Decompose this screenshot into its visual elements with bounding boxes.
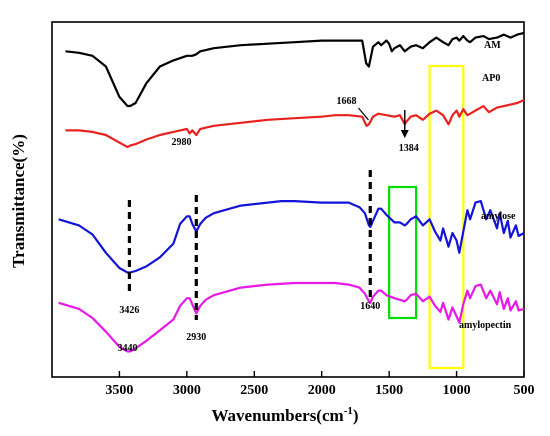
x-axis-title-close: ) xyxy=(353,406,359,425)
peak-label: 3440 xyxy=(118,343,138,354)
highlight-boxes xyxy=(388,64,465,370)
plot-frame xyxy=(51,21,525,378)
x-axis-title-sup: -1 xyxy=(344,405,353,417)
annotation-arrowhead xyxy=(400,130,409,138)
series-lines xyxy=(58,31,525,353)
x-tick-label: 2500 xyxy=(240,383,268,398)
peak-label: 1668 xyxy=(336,96,356,107)
series-label-amylose: amylose xyxy=(481,211,516,222)
series-label-am: AM xyxy=(484,40,501,51)
x-tick-label: 1000 xyxy=(443,383,471,398)
x-tick-labels: 3500 3000 2500 2000 1500 1000 500 xyxy=(105,371,535,398)
peak-annotations: 1668 1384 2980 3426 2930 1640 3440 xyxy=(118,96,419,354)
y-axis-title: Transmittance(%) xyxy=(9,134,28,268)
series-label-amylopectin: amylopectin xyxy=(459,320,512,331)
series-label-ap0: AP0 xyxy=(482,73,500,84)
series-line-ap0 xyxy=(65,98,525,149)
peak-label: 1640 xyxy=(360,301,380,312)
series-line-amylose xyxy=(58,200,525,274)
dashed-markers xyxy=(127,170,372,320)
x-tick-label: 500 xyxy=(514,383,535,398)
series-line-am xyxy=(65,31,525,108)
annotation-arrow xyxy=(358,107,369,121)
series-labels: AM AP0 amylose amylopectin xyxy=(459,40,516,331)
peak-label: 2980 xyxy=(172,137,192,148)
x-tick-label: 3500 xyxy=(105,383,133,398)
x-tick-label: 2000 xyxy=(308,383,336,398)
peak-label: 3426 xyxy=(119,305,139,316)
highlight-box xyxy=(388,185,418,320)
peak-label: 1384 xyxy=(399,143,419,154)
x-axis-title: Wavenumbers(cm-1) xyxy=(211,405,358,425)
x-tick-label: 1500 xyxy=(375,383,403,398)
plot-border xyxy=(51,21,525,378)
series-line-amylopectin xyxy=(58,281,525,353)
x-tick-label: 3000 xyxy=(173,383,201,398)
x-axis-title-main: Wavenumbers(cm xyxy=(211,406,343,425)
peak-label: 2930 xyxy=(186,332,206,343)
highlight-box xyxy=(428,64,465,370)
